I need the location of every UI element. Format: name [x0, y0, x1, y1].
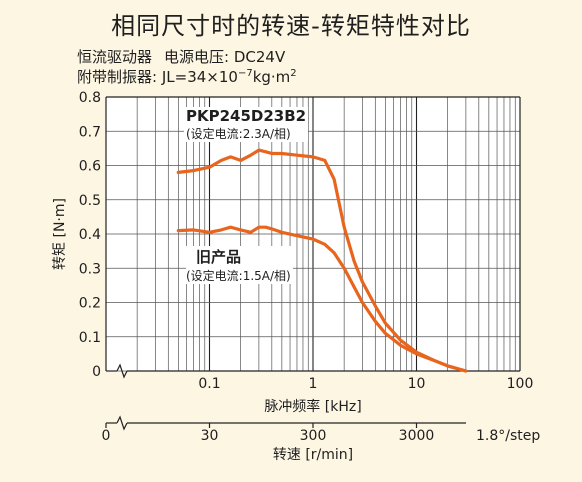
series-1-note: (设定电流:2.3A/相) [186, 127, 291, 141]
x-tick-label: 1 [309, 376, 318, 392]
y-axis-label: 转矩 [N·m] [52, 198, 68, 270]
series-1-name: PKP245D23B2 [186, 107, 307, 125]
speed-tick-label: 30 [201, 428, 219, 444]
x-tick-label: 10 [408, 376, 426, 392]
series-2-name: 旧产品 [196, 248, 242, 266]
x-axis-label: 脉冲频率 [kHz] [264, 398, 361, 415]
inertia-exponent: −7 [237, 68, 253, 79]
y-tick-label: 0.5 [79, 193, 101, 209]
step-angle-label: 1.8°/step [476, 428, 540, 444]
speed-axis-break-mark [116, 415, 128, 431]
y-tick-label: 0.6 [79, 159, 101, 175]
inertia-prefix: JL=34×10 [161, 68, 238, 86]
driver-label: 恒流驱动器 [77, 48, 153, 66]
x-tick-label: 100 [507, 376, 534, 392]
speed-tick-label: 0 [102, 428, 111, 444]
conditions-line-2: 附带制振器: JL=34×10−7kg·m2 [77, 66, 297, 87]
series-2-annotation: 旧产品 (设定电流:1.5A/相) [186, 246, 293, 284]
series-1-annotation: PKP245D23B2 (设定电流:2.3A/相) [184, 107, 309, 142]
y-tick-label: 0 [92, 364, 101, 380]
series-line-1 [176, 148, 468, 373]
x-tick-label: 0.1 [198, 376, 220, 392]
load-label: 附带制振器: [77, 68, 158, 86]
series-2-note: (设定电流:1.5A/相) [186, 269, 291, 283]
inertia-unit: kg·m [252, 68, 291, 86]
speed-tick-label: 300 [300, 428, 327, 444]
y-tick-label: 0.2 [79, 296, 101, 312]
y-tick-label: 0.1 [79, 330, 101, 346]
inertia-unit-exponent: 2 [290, 68, 297, 79]
conditions-line-1: 恒流驱动器 电源电压: DC24V [77, 46, 285, 67]
voltage-label: 电源电压: [164, 48, 230, 66]
y-tick-label: 0.8 [79, 90, 101, 106]
speed-axis-label: 转速 [r/min] [273, 447, 353, 463]
voltage-value: DC24V [233, 48, 286, 66]
series-line-2 [176, 225, 468, 373]
chart-title: 相同尺寸时的转速-转矩特性对比 [111, 12, 471, 40]
y-tick-label: 0.3 [79, 261, 101, 277]
y-tick-label: 0.4 [79, 227, 101, 243]
speed-tick-label: 3000 [399, 428, 435, 444]
axis-break-mark [116, 363, 128, 379]
y-tick-label: 0.7 [79, 124, 101, 140]
